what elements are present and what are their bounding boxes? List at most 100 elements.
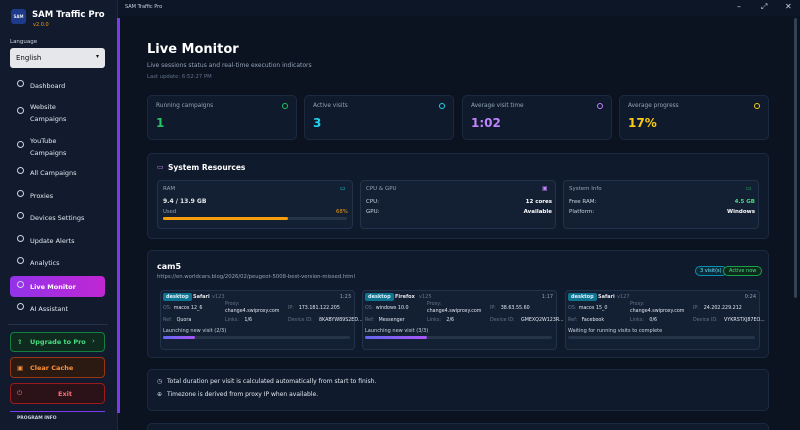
field-label: Links: bbox=[225, 318, 239, 323]
ram-bar bbox=[163, 217, 289, 220]
ram-used-pct: 68% bbox=[336, 209, 348, 215]
stat-card bbox=[462, 95, 612, 140]
close-button[interactable]: ✕ bbox=[785, 2, 792, 11]
field-value: change4.swiproxy.com bbox=[427, 309, 482, 314]
notes-panel bbox=[147, 369, 769, 411]
field-value: macos 12_6 bbox=[173, 306, 203, 311]
nav-item[interactable]: Devices Settings bbox=[30, 214, 85, 222]
cpu-card bbox=[360, 180, 556, 229]
progress-bar bbox=[365, 336, 427, 339]
field-label: Ref: bbox=[163, 318, 173, 323]
visit-time: 1:23 bbox=[339, 294, 351, 300]
visit-card bbox=[565, 290, 760, 350]
status-badge: Active now bbox=[723, 266, 763, 276]
upgrade-button[interactable] bbox=[10, 332, 105, 352]
row-label: Free RAM: bbox=[569, 199, 597, 205]
nav-active-bg[interactable] bbox=[10, 276, 105, 297]
nav-item[interactable]: Website Campaigns bbox=[30, 103, 67, 123]
language-value: English bbox=[16, 54, 42, 62]
campaign-name: cam5 bbox=[157, 262, 182, 271]
language-label: Language bbox=[10, 39, 38, 45]
field-label: Ref: bbox=[568, 318, 578, 323]
visit-time: 1:17 bbox=[541, 294, 553, 300]
minimize-button[interactable]: – bbox=[737, 2, 741, 11]
clear-cache-button[interactable] bbox=[10, 357, 105, 378]
stat-card bbox=[619, 95, 769, 140]
field-value: windows 10.0 bbox=[375, 306, 409, 311]
stat-label: Running campaigns bbox=[156, 103, 214, 109]
stat-value: 1 bbox=[156, 116, 165, 130]
field-label: IP: bbox=[693, 306, 699, 311]
field-value: Facebook bbox=[581, 318, 605, 323]
visit-status: Waiting for running visits to complete bbox=[568, 328, 663, 334]
visit-status: Launching new visit (3/3) bbox=[365, 328, 429, 334]
field-value: 173.181.122.205 bbox=[298, 306, 340, 311]
nav-icon bbox=[17, 80, 24, 87]
nav-item[interactable]: All Campaigns bbox=[30, 169, 77, 177]
field-value: macos 15_0 bbox=[578, 306, 608, 311]
ram-used-label: Used bbox=[163, 209, 177, 215]
exit-button[interactable] bbox=[10, 383, 105, 404]
field-label: Device ID: bbox=[490, 318, 515, 323]
field-value: 1/6 bbox=[244, 318, 253, 323]
page-title: Live Monitor bbox=[147, 42, 239, 57]
nav-item[interactable]: Live Monitor bbox=[30, 283, 76, 291]
card-title: System Info bbox=[569, 186, 602, 192]
program-info: PROGRAM INFO bbox=[17, 416, 57, 421]
page-subtitle: Live sessions status and real-time execu… bbox=[147, 62, 312, 69]
stat-value: 1:02 bbox=[471, 116, 501, 130]
next-panel bbox=[147, 423, 769, 430]
main-scrollbar[interactable] bbox=[794, 18, 797, 298]
visit-card bbox=[160, 290, 355, 350]
nav-item[interactable]: Analytics bbox=[30, 259, 60, 267]
note-icon: ⊕ bbox=[157, 391, 163, 398]
progress-bar bbox=[163, 336, 195, 339]
stat-card bbox=[147, 95, 297, 140]
stat-icon bbox=[597, 103, 603, 109]
device-badge: desktop bbox=[163, 293, 192, 301]
nav-icon bbox=[17, 235, 24, 242]
clear-cache-label: Clear Cache bbox=[30, 364, 74, 372]
row-label: GPU: bbox=[366, 209, 380, 215]
nav-item[interactable]: Update Alerts bbox=[30, 237, 75, 245]
browser: Firefox bbox=[395, 294, 415, 300]
note: Total duration per visit is calculated a… bbox=[167, 378, 377, 385]
field-label: Device ID: bbox=[693, 318, 718, 323]
nav-icon bbox=[17, 281, 24, 288]
nav-item[interactable]: Proxies bbox=[30, 192, 54, 200]
field-value: 38.63.55.60 bbox=[500, 306, 530, 311]
field-label: IP: bbox=[490, 306, 496, 311]
stat-value: 3 bbox=[313, 116, 322, 130]
maximize-button[interactable]: ⤢ bbox=[761, 2, 768, 11]
nav-item[interactable]: YouTube Campaigns bbox=[30, 137, 67, 157]
app-name: SAM Traffic Pro bbox=[32, 10, 105, 20]
upgrade-label: Upgrade to Pro bbox=[30, 338, 86, 346]
nav-item[interactable]: AI Assistant bbox=[30, 305, 69, 313]
field-value: 8KABYW89S2ED... bbox=[319, 318, 363, 323]
window-title: SAM Traffic Pro bbox=[125, 4, 163, 10]
dropdown-arrow: ▾ bbox=[96, 53, 100, 60]
nav-icon bbox=[17, 141, 24, 148]
field-label: Links: bbox=[630, 318, 644, 323]
browser: Safari bbox=[193, 294, 210, 300]
stat-label: Average progress bbox=[628, 103, 679, 109]
row-value: 12 cores bbox=[525, 199, 552, 205]
field-value: change4.swiproxy.com bbox=[630, 309, 685, 314]
field-value: VYKRSTXJ87EO... bbox=[724, 318, 765, 323]
stat-icon bbox=[754, 103, 760, 109]
progress-track bbox=[163, 336, 350, 339]
language-select[interactable] bbox=[10, 48, 105, 68]
field-label: OS: bbox=[568, 306, 577, 311]
field-label: Links: bbox=[427, 318, 441, 323]
section-title: System Resources bbox=[168, 163, 246, 172]
sidebar-scrollbar bbox=[117, 18, 120, 413]
nav-icon bbox=[17, 303, 24, 310]
visits-badge: 3 visit(s) bbox=[695, 266, 727, 276]
field-label: OS: bbox=[163, 306, 172, 311]
nav-item[interactable]: Dashboard bbox=[30, 82, 66, 90]
field-label: Device ID: bbox=[288, 318, 313, 323]
app-version: v2.0.0 bbox=[33, 22, 49, 28]
stat-icon bbox=[439, 103, 445, 109]
nav-icon bbox=[17, 257, 24, 264]
row-value: Windows bbox=[727, 209, 755, 215]
